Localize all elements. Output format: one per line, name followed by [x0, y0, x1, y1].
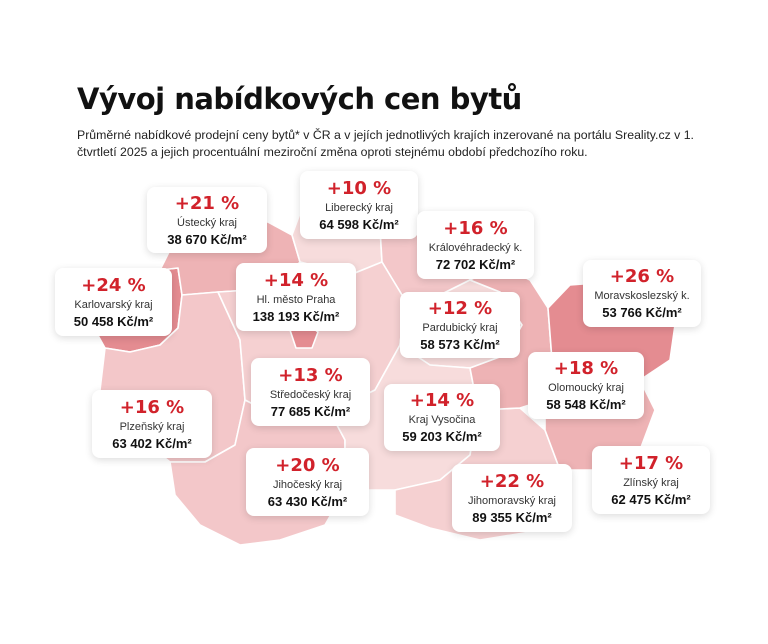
price-value: 138 193 Kč/m² — [252, 308, 340, 324]
region-card-olomoucky: +18 % Olomoucký kraj 58 548 Kč/m² — [528, 352, 644, 419]
change-value: +14 % — [409, 390, 475, 411]
region-name: Olomoucký kraj — [548, 382, 624, 394]
region-name: Středočeský kraj — [269, 388, 352, 401]
region-name: Plzeňský kraj — [119, 420, 185, 433]
price-value: 53 766 Kč/m² — [602, 305, 682, 320]
page-title: Vývoj nabídkových cen bytů — [77, 82, 522, 116]
region-name: Liberecký kraj — [325, 201, 393, 214]
change-value: +16 % — [119, 396, 185, 418]
region-card-liberecky: +10 % Liberecký kraj 64 598 Kč/m² — [300, 171, 418, 239]
price-value: 58 548 Kč/m² — [546, 397, 626, 412]
price-value: 62 475 Kč/m² — [611, 491, 691, 507]
price-value: 58 573 Kč/m² — [420, 336, 500, 352]
price-value: 63 402 Kč/m² — [112, 435, 192, 451]
region-name: Karlovarský kraj — [74, 298, 153, 311]
region-card-plzensky: +16 % Plzeňský kraj 63 402 Kč/m² — [92, 390, 212, 458]
change-value: +26 % — [609, 266, 675, 287]
price-value: 63 430 Kč/m² — [267, 493, 348, 509]
change-value: +10 % — [326, 177, 392, 199]
region-name: Zlínský kraj — [623, 476, 679, 489]
price-value: 38 670 Kč/m² — [167, 231, 247, 247]
price-value: 72 702 Kč/m² — [435, 256, 516, 272]
change-value: +21 % — [174, 192, 240, 214]
change-value: +13 % — [278, 364, 343, 386]
region-card-ustecky: +21 % Ústecký kraj 38 670 Kč/m² — [147, 187, 267, 253]
region-name: Jihomoravský kraj — [467, 494, 557, 507]
region-name: Pardubický kraj — [422, 321, 498, 334]
region-card-jihocesky: +20 % Jihočeský kraj 63 430 Kč/m² — [246, 448, 369, 516]
region-card-stredocesky: +13 % Středočeský kraj 77 685 Kč/m² — [251, 358, 370, 426]
region-card-jihomoravsky: +22 % Jihomoravský kraj 89 355 Kč/m² — [452, 464, 572, 532]
region-card-moravskoslezsky: +26 % Moravskoslezský k. 53 766 Kč/m² — [583, 260, 701, 327]
price-value: 89 355 Kč/m² — [472, 509, 552, 525]
price-value: 59 203 Kč/m² — [402, 429, 482, 444]
region-card-kralovehradecky: +16 % Královéhradecký k. 72 702 Kč/m² — [417, 211, 534, 279]
region-name: Hl. město Praha — [256, 293, 336, 306]
change-value: +22 % — [479, 470, 545, 492]
region-card-zlinsky: +17 % Zlínský kraj 62 475 Kč/m² — [592, 446, 710, 514]
page-subtitle: Průměrné nabídkové prodejní ceny bytů* v… — [77, 128, 694, 159]
region-card-praha: +14 % Hl. město Praha 138 193 Kč/m² — [236, 263, 356, 331]
price-value: 64 598 Kč/m² — [319, 216, 399, 232]
price-value: 50 458 Kč/m² — [73, 313, 154, 329]
change-value: +18 % — [553, 358, 619, 379]
region-name: Moravskoslezský k. — [594, 290, 690, 302]
change-value: +17 % — [618, 452, 684, 474]
region-name: Ústecký kraj — [177, 216, 237, 229]
region-name: Jihočeský kraj — [272, 478, 343, 491]
change-value: +12 % — [427, 297, 493, 319]
region-name: Kraj Vysočina — [408, 414, 476, 426]
region-card-karlovarsky: +24 % Karlovarský kraj 50 458 Kč/m² — [55, 268, 172, 336]
change-value: +14 % — [263, 269, 329, 291]
change-value: +24 % — [81, 274, 146, 296]
change-value: +20 % — [275, 454, 340, 476]
region-card-vysocina: +14 % Kraj Vysočina 59 203 Kč/m² — [384, 384, 500, 451]
region-card-pardubicky: +12 % Pardubický kraj 58 573 Kč/m² — [400, 292, 520, 358]
change-value: +16 % — [443, 217, 508, 239]
price-value: 77 685 Kč/m² — [270, 403, 351, 419]
region-name: Královéhradecký k. — [428, 241, 523, 254]
